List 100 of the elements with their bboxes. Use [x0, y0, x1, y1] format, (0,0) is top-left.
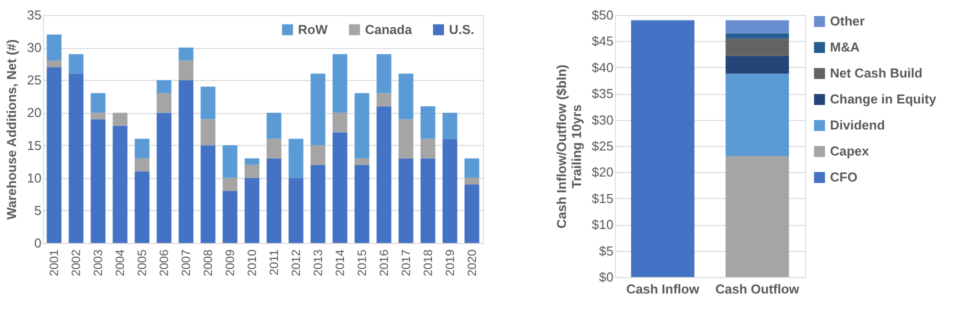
y-tick-label: $45	[592, 34, 614, 49]
legend-label: Dividend	[830, 118, 885, 132]
bar	[134, 158, 150, 172]
x-tick-label: 2002	[69, 249, 84, 276]
x-tick-label: 2020	[464, 249, 479, 276]
x-tick-label: 2008	[201, 249, 216, 276]
x-tick-label: 2006	[157, 249, 172, 276]
bar	[68, 74, 84, 243]
bar	[200, 145, 216, 243]
bar	[420, 106, 436, 139]
bar	[332, 54, 348, 113]
bar	[464, 184, 480, 243]
bar	[266, 138, 282, 158]
bar	[266, 112, 282, 139]
legend-label: Capex	[830, 144, 870, 158]
bar	[420, 158, 436, 243]
bar	[90, 119, 106, 243]
bar	[310, 164, 326, 243]
bar	[178, 48, 194, 61]
bar	[310, 145, 326, 165]
bar	[464, 158, 480, 178]
x-tick-label: 2018	[420, 249, 435, 276]
bar	[112, 112, 128, 126]
y-tick-label: $0	[599, 270, 614, 284]
bar	[156, 112, 172, 243]
bar	[310, 74, 326, 146]
bar	[332, 112, 348, 132]
bar	[398, 74, 414, 120]
x-tick-label: 2019	[442, 249, 457, 276]
y-tick-label: 20	[27, 105, 42, 120]
bar	[134, 138, 150, 158]
x-tick-label: 2004	[113, 249, 128, 276]
bar	[398, 158, 414, 243]
legend-label: RoW	[298, 22, 328, 37]
legend-label: CFO	[830, 170, 858, 184]
legend-label: U.S.	[449, 22, 474, 37]
x-tick-label: 2012	[288, 249, 303, 276]
bar	[354, 158, 370, 165]
x-tick-label: 2009	[223, 249, 238, 276]
bar	[200, 119, 216, 146]
legend-label: Canada	[365, 22, 413, 37]
bar	[244, 178, 260, 243]
y-tick-label: $20	[592, 164, 614, 180]
bar	[46, 34, 62, 61]
bar	[398, 119, 414, 158]
y-tick-label: 15	[27, 138, 42, 153]
bar	[464, 178, 480, 184]
x-tick-label: 2001	[47, 249, 62, 276]
bar	[200, 86, 216, 120]
bar	[244, 164, 260, 178]
bar	[376, 93, 392, 106]
bar	[178, 80, 194, 243]
bar	[112, 126, 128, 243]
x-tick-label: 2015	[354, 249, 369, 276]
y-tick-label: $50	[592, 8, 614, 22]
y-tick-label: 30	[27, 40, 42, 56]
bar	[442, 112, 458, 139]
bar	[46, 67, 62, 243]
x-tick-label: 2010	[245, 249, 260, 276]
x-tick-label: 2007	[179, 249, 194, 276]
bar	[354, 93, 370, 158]
y-tick-label: 0	[34, 236, 42, 250]
bar	[90, 93, 106, 113]
bar	[156, 80, 172, 94]
y-tick-label: 10	[27, 170, 42, 186]
x-tick-label: 2011	[266, 249, 281, 276]
x-tick-label: 2016	[376, 249, 391, 276]
bar	[354, 164, 370, 243]
legend-label: M&A	[830, 40, 860, 54]
x-tick-label: Cash Inflow	[626, 282, 700, 296]
y-tick-label: $10	[592, 217, 614, 232]
bar	[288, 138, 304, 178]
y-axis-title: Cash Inflow/Outflow ($bln) Trailing 10yrs	[554, 64, 584, 228]
legend-label: Other	[830, 14, 865, 28]
bar	[420, 138, 436, 158]
x-tick-label: 2005	[135, 249, 150, 276]
bar	[442, 138, 458, 243]
bar	[376, 54, 392, 94]
x-tick-label: 2017	[398, 249, 413, 276]
bar	[90, 112, 106, 120]
legend-label: Change in Equity	[830, 92, 937, 106]
bar	[376, 106, 392, 243]
bar	[68, 54, 84, 74]
x-tick-label: 2014	[332, 249, 347, 276]
bar	[178, 60, 194, 80]
bar	[222, 145, 238, 178]
y-tick-label: 5	[34, 202, 42, 218]
bar	[222, 190, 238, 243]
y-axis-title: Warehouse Additions, Net (#)	[4, 39, 20, 220]
bar	[332, 132, 348, 243]
y-tick-label: $35	[592, 86, 614, 102]
bar	[266, 158, 282, 243]
bar	[244, 158, 260, 165]
y-tick-label: $5	[599, 243, 614, 258]
bar	[222, 178, 238, 191]
bar	[288, 178, 304, 243]
x-tick-label: 2003	[91, 249, 106, 276]
bar	[134, 171, 150, 243]
y-tick-label: $25	[592, 138, 614, 154]
bar	[156, 93, 172, 113]
